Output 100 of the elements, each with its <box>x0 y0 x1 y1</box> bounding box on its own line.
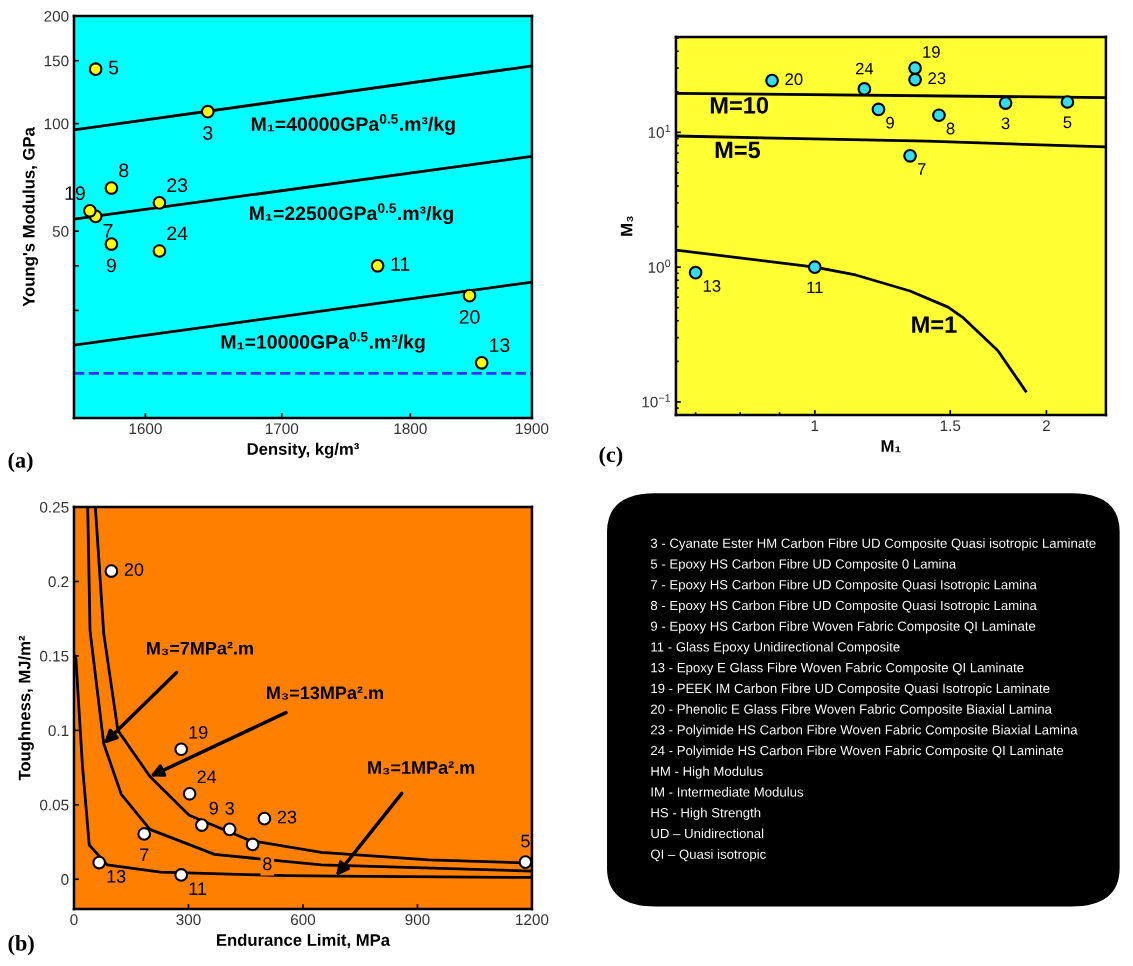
annotation: 11 <box>189 882 207 895</box>
text: 23 - Polyimide HS Carbon Fibre Woven Fabric Composite Biaxial Lamina <box>651 724 1078 738</box>
y-tick-label: 10$^{0}$ <box>648 259 671 273</box>
y-axis-title: Young's Modulus, GPa <box>22 127 39 307</box>
series-label: M=5 <box>715 141 761 159</box>
annotation: 9 <box>886 116 894 129</box>
text: HS - High Strength <box>651 807 761 821</box>
annotation: M₃=7MPa².m <box>147 641 253 656</box>
annotation: 5 <box>108 60 119 75</box>
annotation: 5 <box>1063 116 1072 129</box>
annotation: 11 <box>807 281 823 294</box>
point <box>518 855 532 869</box>
text: 19 - PEEK IM Carbon Fibre UD Composite Quasi Isotropic Laminate <box>651 683 1050 696</box>
annotation: 13 <box>107 869 126 883</box>
y-axis-title: M₃ <box>620 216 633 236</box>
annotation: 24 <box>167 226 188 241</box>
annotation: 19 <box>65 186 85 201</box>
x-tick-label: 900 <box>405 914 430 926</box>
point <box>137 827 152 841</box>
annotation: 8 <box>263 857 272 871</box>
text: 13 - Epoxy E Glass Fibre Woven Fabric Composite QI Laminate <box>651 662 1024 675</box>
x-tick-label: 1600 <box>129 423 162 435</box>
x-tick-label: 1200 <box>516 914 549 926</box>
text: 11 - Glass Epoxy Unidirectional Composite <box>651 641 900 655</box>
y-tick-label: 200 <box>44 10 69 22</box>
x-tick-label: 1700 <box>265 423 299 435</box>
series-label: M=1 <box>912 316 957 333</box>
annotation: M₃=1MPa².m <box>368 761 475 775</box>
x-axis-title: Density, kg/m³ <box>247 442 359 459</box>
text: (c) <box>599 446 623 467</box>
point <box>257 811 272 826</box>
x-tick-label: 1 <box>811 420 819 431</box>
x-tick-label: 2 <box>1042 420 1050 431</box>
y-tick-label: 0.2 <box>48 576 69 588</box>
annotation: 13 <box>703 280 721 292</box>
x-axis-title: Endurance Limit, MPa <box>217 933 391 949</box>
y-tick-label: 0.05 <box>39 799 69 811</box>
x-tick-label: 300 <box>176 914 201 926</box>
text: 7 - Epoxy HS Carbon Fibre UD Composite Quasi Isotropic Lamina <box>651 579 1037 592</box>
point <box>92 855 107 870</box>
annotation: 9 <box>106 258 116 273</box>
annotation: 20 <box>124 563 144 576</box>
x-tick-label: 1.5 <box>940 420 961 432</box>
point <box>174 742 189 757</box>
text: 3 - Cyanate Ester HM Carbon Fibre UD Composite Quasi isotropic Laminate <box>650 538 1096 551</box>
annotation: 3 <box>225 801 234 815</box>
annotation: 19 <box>189 725 208 739</box>
y-tick-label: 100 <box>44 118 69 130</box>
annotation: 8 <box>946 122 955 135</box>
text: IM - Intermediate Modulus <box>651 787 804 797</box>
annotation: 7 <box>103 224 113 238</box>
series-label: M=10 <box>710 96 769 114</box>
y-tick-label: 0 <box>61 874 69 885</box>
annotation: 5 <box>521 834 530 848</box>
text: QI – Quasi isotropic <box>650 849 766 862</box>
text: 8 - Epoxy HS Carbon Fibre UD Composite Quasi Isotropic Lamina <box>650 600 1037 613</box>
annotation: 19 <box>923 46 940 58</box>
x-tick-label: 0 <box>70 914 78 926</box>
annotation: 23 <box>167 178 188 193</box>
text: (b) <box>8 935 34 956</box>
annotation: 8 <box>119 163 129 178</box>
annotation: 20 <box>459 310 480 324</box>
annotation: 23 <box>277 810 297 824</box>
annotation: 13 <box>490 338 510 353</box>
y-tick-label: 10$^{−1}$ <box>642 394 671 408</box>
point <box>182 786 197 801</box>
x-tick-label: 1800 <box>394 423 427 435</box>
x-axis-title: M₁ <box>881 440 901 453</box>
text: 20 - Phenolic E Glass Fibre Woven Fabric Composite Biaxial Lamina <box>651 704 1052 717</box>
y-tick-label: 0.1 <box>48 725 69 737</box>
annotation: 23 <box>928 72 946 85</box>
y-tick-label: 150 <box>44 55 69 67</box>
annotation: M₃=13MPa².m <box>267 686 383 700</box>
annotation: 3 <box>1001 117 1010 130</box>
y-tick-label: 10$^{1}$ <box>648 124 671 138</box>
point <box>222 822 237 837</box>
annotation: 3 <box>203 126 213 140</box>
series-label: M₁=22500GPa$^{0.5}$.m³/kg <box>250 203 453 225</box>
text: UD – Unidirectional <box>651 828 764 839</box>
annotation: 20 <box>785 73 803 86</box>
annotation: 24 <box>197 770 217 784</box>
series-label: M₁=40000GPa$^{0.5}$.m³/kg <box>251 114 455 135</box>
point <box>194 818 209 832</box>
text: (a) <box>8 452 33 473</box>
x-tick-label: 1900 <box>516 423 549 435</box>
text: 24 - Polyimide HS Carbon Fibre Woven Fabric Composite QI Laminate <box>651 745 1064 758</box>
text: HM - High Modulus <box>651 766 763 779</box>
point <box>104 564 119 578</box>
y-axis-title: Toughness, MJ/m² <box>18 635 34 781</box>
annotation: 24 <box>855 62 874 75</box>
annotation: 7 <box>140 848 149 861</box>
y-tick-label: 50 <box>52 226 69 237</box>
annotation: 11 <box>391 257 410 271</box>
annotation: 9 <box>209 801 218 815</box>
series-label: M₁=10000GPa$^{0.5}$.m³/kg <box>221 331 425 353</box>
y-tick-label: 0.25 <box>39 501 69 513</box>
text: 9 - Epoxy HS Carbon Fibre Woven Fabric Composite QI Laminate <box>650 621 1036 634</box>
x-tick-label: 600 <box>291 914 316 926</box>
y-tick-label: 0.15 <box>39 650 69 662</box>
text: 5 - Epoxy HS Carbon Fibre UD Composite 0 Lamina <box>650 558 957 572</box>
